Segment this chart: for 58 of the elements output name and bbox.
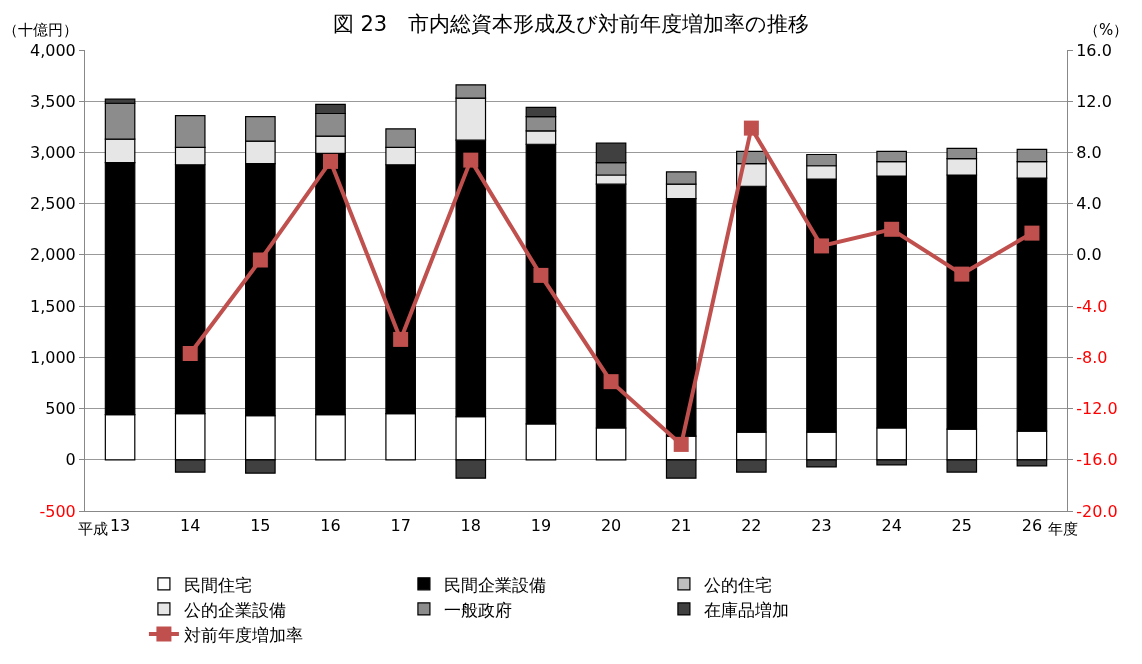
y-tick-label: 1,500 (29, 296, 76, 316)
point (1024, 225, 1040, 241)
point (533, 267, 549, 283)
text: 平成 (78, 520, 108, 538)
y-axis-title: （十億円） (3, 21, 78, 39)
chart-title: 図 23 市内総資本形成及び対前年度増加率の推移 (332, 12, 810, 37)
point (603, 374, 619, 390)
x-tick-label: 17 (390, 516, 411, 536)
point (252, 252, 268, 268)
text: 年度 (1048, 520, 1078, 538)
point (393, 331, 409, 347)
point (323, 153, 338, 169)
legend-label: 公的住宅 (703, 574, 772, 595)
x-tick-label: 18 (460, 516, 481, 536)
y-tick-label: -500 (39, 501, 76, 521)
y-tick-label: 4,000 (29, 40, 76, 60)
y2-tick-label: -8.0 (1076, 347, 1108, 367)
x-tick-label: 26 (1021, 516, 1043, 536)
x-tick-label: 14 (180, 516, 201, 536)
legend-label: 一般政府 (443, 599, 512, 620)
point (814, 238, 829, 254)
point (743, 120, 759, 136)
x-tick-label: 23 (811, 516, 832, 536)
x-tick-label: 16 (320, 516, 341, 536)
y2-tick-label: 16.0 (1076, 40, 1112, 60)
y-tick-label: 500 (45, 399, 76, 419)
y2-tick-label: -16.0 (1076, 450, 1118, 470)
y2-tick-label: -20.0 (1076, 501, 1118, 521)
point (954, 266, 970, 282)
x-tick-label: 19 (530, 516, 552, 536)
y-tick-label: 3,000 (29, 143, 76, 163)
y2-axis-title: （%） (1084, 21, 1129, 39)
y2-tick-label: 0.0 (1076, 245, 1102, 265)
x-tick-label: 21 (671, 516, 692, 536)
x-tick-label: 15 (250, 516, 271, 536)
y2-tick-label: 4.0 (1076, 194, 1102, 214)
x-tick-label: 13 (109, 516, 131, 536)
y-tick-label: 2,500 (29, 194, 76, 214)
y2-tick-label: 8.0 (1076, 143, 1102, 163)
y-tick-label: 0 (65, 450, 76, 470)
legend-label: 民間住宅 (183, 574, 252, 595)
x-tick-label: 24 (881, 516, 902, 536)
point (463, 152, 479, 168)
point (884, 221, 900, 237)
x-tick-label: 22 (741, 516, 762, 536)
y-tick-label: 3,500 (29, 91, 76, 111)
legend-label: 公的企業設備 (183, 599, 286, 620)
y2-tick-label: -4.0 (1076, 296, 1108, 316)
y-tick-label: 1,000 (29, 347, 76, 367)
legend-label: 在庫品増加 (703, 599, 789, 620)
legend-label: 対前年度増加率 (183, 624, 303, 645)
legend-label: 民間企業設備 (443, 574, 546, 595)
y-tick-label: 2,000 (29, 245, 76, 265)
y2-tick-label: -12.0 (1076, 399, 1118, 419)
x-tick-label: 25 (951, 516, 972, 536)
point (182, 345, 198, 361)
x-tick-label: 20 (600, 516, 622, 536)
y2-tick-label: 12.0 (1076, 91, 1112, 111)
